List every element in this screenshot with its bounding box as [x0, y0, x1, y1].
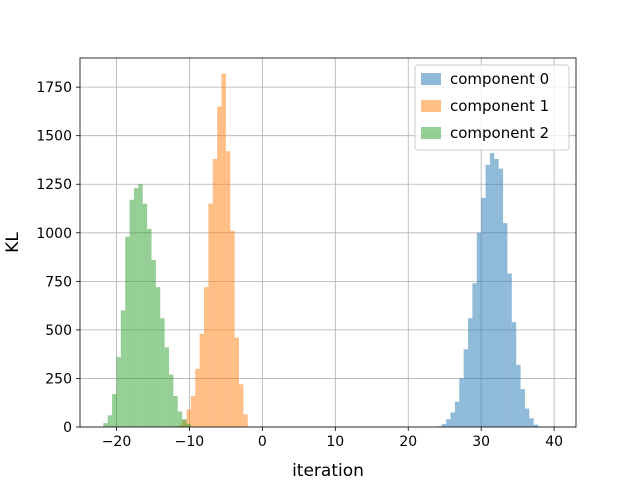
y-tick-label: 750 — [45, 274, 72, 290]
histogram-bar — [147, 228, 152, 427]
histogram-bar — [481, 197, 486, 427]
legend: component 0 component 1 component 2 — [414, 64, 570, 151]
histogram-bar — [524, 408, 530, 427]
histogram-bar — [116, 357, 121, 427]
histogram-bar — [533, 424, 539, 427]
histogram-bar — [450, 412, 455, 427]
y-tick-label: 0 — [63, 420, 72, 436]
histogram-bar — [529, 418, 534, 427]
histogram-bar — [177, 411, 183, 427]
y-tick-label: 1750 — [36, 80, 72, 96]
histogram-bar — [190, 395, 196, 427]
plot-frame — [79, 57, 577, 428]
histogram-bar — [476, 232, 482, 427]
histogram-bar — [103, 423, 108, 427]
y-tick-label: 1500 — [36, 129, 72, 145]
x-tick-label: 40 — [545, 434, 563, 450]
histogram-bar — [112, 393, 117, 427]
histogram-bar — [468, 318, 473, 427]
legend-label: component 2 — [450, 124, 549, 142]
histogram-bar — [120, 310, 126, 427]
y-axis-ticks: 0 250 500 750 1000 1250 1500 1750 — [36, 80, 80, 436]
histogram-bar — [208, 203, 213, 427]
legend-swatch — [421, 100, 441, 112]
histogram-bar — [199, 333, 204, 427]
x-tick-label: 10 — [326, 434, 344, 450]
x-tick-label: 30 — [472, 434, 490, 450]
y-tick-label: 1250 — [36, 177, 72, 193]
histogram-bar — [516, 364, 521, 427]
x-axis-ticks: −20 −10 0 10 20 30 40 — [102, 427, 563, 450]
y-tick-label: 1000 — [36, 226, 72, 242]
histogram-bar — [485, 164, 490, 427]
histogram-bar — [221, 73, 226, 428]
series-0-bars — [437, 153, 539, 428]
legend-label: component 1 — [450, 97, 549, 115]
histogram-bar — [489, 153, 495, 428]
histogram-bar — [472, 283, 477, 427]
histogram-bar — [498, 168, 504, 427]
legend-label: component 0 — [450, 70, 549, 88]
histogram-bar — [142, 203, 148, 427]
histogram-bar — [441, 424, 447, 427]
legend-swatch — [421, 127, 441, 139]
histogram-bar — [160, 318, 165, 427]
y-tick-label: 500 — [45, 323, 72, 339]
histogram-bar — [446, 419, 451, 427]
histogram-bar — [186, 409, 191, 427]
histogram-bar — [168, 374, 174, 427]
histogram-bar — [212, 158, 218, 427]
histogram-bar — [234, 337, 240, 427]
histogram-bar — [494, 158, 499, 427]
histogram-bar — [520, 389, 525, 427]
y-axis-label: KL — [3, 232, 23, 253]
histogram-bar — [225, 151, 231, 427]
histogram-bar — [133, 188, 139, 427]
histogram-bar — [243, 414, 248, 427]
histogram-bar — [217, 106, 222, 427]
histogram-bar — [107, 415, 113, 427]
histogram-bar — [186, 424, 191, 427]
x-axis-label: iteration — [292, 461, 364, 480]
histogram-bar — [164, 347, 169, 427]
histogram-bar — [454, 401, 460, 427]
legend-frame — [414, 64, 570, 151]
histogram-bar — [511, 322, 517, 427]
histogram-bar — [195, 368, 200, 427]
histogram-bar — [151, 259, 156, 427]
histogram-bar — [182, 419, 187, 427]
histogram-bar — [129, 199, 134, 427]
x-tick-label: −10 — [175, 434, 205, 450]
histogram-bar — [155, 287, 161, 427]
x-tick-label: −20 — [102, 434, 132, 450]
series-2-bars — [103, 184, 191, 427]
histogram-bar — [503, 223, 508, 427]
histogram-bar — [125, 236, 130, 427]
x-tick-label: 20 — [399, 434, 417, 450]
legend-swatch — [421, 73, 441, 85]
histogram-bar — [239, 384, 244, 427]
histogram-bar — [230, 230, 235, 427]
x-tick-label: 0 — [258, 434, 267, 450]
histogram-bar — [507, 273, 512, 427]
histogram-bar — [463, 349, 469, 427]
histogram-bar — [138, 184, 143, 427]
series-1-bars — [177, 73, 248, 428]
histogram-bar — [204, 287, 209, 427]
bars-layer — [103, 73, 539, 428]
histogram-bar — [459, 378, 464, 427]
histogram-bar — [173, 395, 178, 427]
y-tick-label: 250 — [45, 371, 72, 387]
